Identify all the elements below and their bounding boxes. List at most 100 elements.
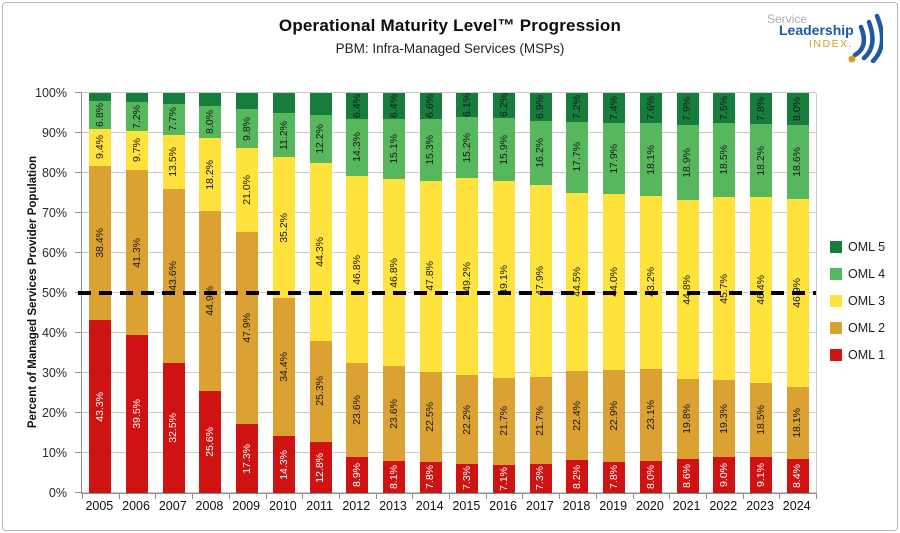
bar-slot-2023: 9.1% 18.5% 46.4% 18.2% 7.8%	[743, 93, 780, 493]
y-tick-10	[75, 452, 82, 453]
legend-item-oml5: OML 5	[830, 240, 885, 254]
segment-oml3-2018: 44.5%	[566, 192, 589, 371]
bar-2005: 43.3% 38.4% 9.4% 6.8%	[89, 93, 112, 493]
data-label: 7.3%	[461, 466, 474, 491]
segment-oml4-2009: 9.8%	[236, 109, 259, 149]
data-label: 18.1%	[791, 408, 804, 439]
x-tick-14	[595, 493, 597, 499]
x-tick-label-2017: 2017	[525, 499, 554, 513]
legend-item-oml4: OML 4	[830, 267, 885, 281]
page-title: Operational Maturity Level™ Progression	[278, 16, 622, 35]
segment-oml4-2010: 11.2%	[272, 112, 295, 158]
segment-oml1-2024: 8.4%	[786, 459, 809, 493]
data-label: 43.3%	[94, 391, 107, 422]
legend-label: OML 2	[848, 321, 886, 335]
legend-label: OML 3	[848, 294, 886, 308]
segment-oml5-2010	[272, 93, 295, 113]
segment-oml1-2023: 9.1%	[749, 456, 772, 493]
segment-oml5-2005	[89, 93, 112, 102]
legend: OML 5 OML 4 OML 3 OML 2 OML 1	[830, 240, 885, 375]
gridline-30	[82, 372, 816, 373]
data-label: 18.9%	[681, 147, 694, 178]
gridline-100	[82, 92, 816, 93]
segment-oml5-2016: 6.2%	[493, 93, 516, 118]
segment-oml4-2007: 7.7%	[162, 103, 185, 135]
chart-subtitle: PBM: Infra-Managed Services (MSPs)	[335, 41, 565, 56]
y-tick-label: 70%	[41, 206, 67, 220]
segment-oml4-2005: 6.8%	[89, 101, 112, 129]
data-label: 16.2%	[534, 138, 547, 168]
gridline-0	[82, 492, 816, 493]
x-tick-label-2011: 2011	[306, 499, 334, 513]
x-tick-2	[155, 493, 157, 499]
segment-oml5-2009	[236, 93, 259, 110]
bar-2015: 7.3% 22.2% 49.2% 15.2% 6.1%	[456, 93, 479, 493]
data-label: 7.7%	[167, 107, 180, 132]
bar-slot-2021: 8.6% 19.8% 44.8% 18.9% 7.9%	[669, 93, 706, 493]
segment-oml1-2009: 17.3%	[236, 423, 259, 493]
data-label: 14.3%	[350, 132, 363, 163]
bar-slot-2005: 43.3% 38.4% 9.4% 6.8%	[82, 93, 119, 493]
segment-oml4-2012: 14.3%	[346, 118, 369, 176]
y-tick-60	[75, 252, 82, 253]
data-label: 7.1%	[497, 466, 510, 491]
segment-oml1-2021: 8.6%	[676, 458, 699, 493]
bar-slot-2015: 7.3% 22.2% 49.2% 15.2% 6.1%	[449, 93, 486, 493]
data-label: 46.8%	[387, 257, 400, 288]
segment-oml2-2024: 18.1%	[786, 387, 809, 460]
segment-oml5-2017: 6.9%	[529, 93, 552, 121]
segment-oml3-2016: 49.1%	[493, 181, 516, 378]
data-label: 7.6%	[644, 96, 657, 121]
gridline-70	[82, 212, 816, 213]
logo-leadership-text: Leadership	[779, 22, 854, 38]
data-label: 8.0%	[644, 465, 657, 489]
legend-swatch-oml2	[830, 322, 842, 334]
bar-2012: 8.9% 23.6% 46.8% 14.3% 6.4%	[346, 93, 369, 493]
logo-swoosh-icon	[848, 13, 883, 63]
y-tick-label: 90%	[41, 126, 67, 140]
bar-slot-2022: 9.0% 19.3% 45.7% 18.5% 7.5%	[706, 93, 743, 493]
data-label: 44.3%	[314, 237, 327, 267]
data-label: 12.8%	[314, 452, 327, 483]
gridline-10	[82, 452, 816, 453]
segment-oml2-2018: 22.4%	[566, 370, 589, 461]
data-label: 34.4%	[277, 352, 290, 382]
data-label: 18.6%	[791, 147, 804, 178]
segment-oml1-2016: 7.1%	[493, 464, 516, 493]
data-label: 39.5%	[130, 399, 143, 429]
segment-oml4-2008: 8.0%	[199, 106, 222, 139]
segment-oml2-2022: 19.3%	[713, 379, 736, 457]
segment-oml5-2019: 7.4%	[603, 93, 626, 123]
bar-slot-2011: 12.8% 25.3% 44.3% 12.2%	[302, 93, 339, 493]
data-label: 13.5%	[167, 146, 180, 177]
y-tick-90	[75, 132, 82, 133]
bar-slot-2016: 7.1% 21.7% 49.1% 15.9% 6.2%	[486, 93, 523, 493]
data-label: 7.3%	[534, 466, 547, 491]
data-label: 43.6%	[167, 260, 180, 291]
segment-oml3-2010: 35.2%	[272, 157, 295, 299]
x-tick-label-2009: 2009	[232, 499, 261, 513]
segment-oml5-2011	[309, 93, 332, 115]
segment-oml2-2021: 19.8%	[676, 379, 699, 459]
data-label: 23.6%	[387, 398, 400, 429]
bar-2019: 7.8% 22.9% 44.0% 17.9% 7.4%	[603, 93, 626, 493]
segment-oml3-2007: 13.5%	[162, 134, 185, 189]
legend-label: OML 1	[848, 348, 886, 362]
data-label: 17.7%	[571, 142, 584, 173]
bar-2007: 32.5% 43.6% 13.5% 7.7%	[162, 93, 185, 493]
segment-oml2-2012: 23.6%	[346, 363, 369, 458]
x-tick-0	[82, 493, 83, 499]
bar-2018: 8.2% 22.4% 44.5% 17.7% 7.2%	[566, 93, 589, 493]
data-label: 21.0%	[240, 175, 253, 206]
x-tick-17	[705, 493, 707, 499]
x-tick-label-2015: 2015	[452, 499, 481, 513]
data-label: 46.4%	[754, 274, 767, 305]
segment-oml5-2018: 7.2%	[566, 93, 589, 122]
data-label: 7.4%	[607, 95, 620, 120]
data-label: 49.2%	[461, 261, 474, 292]
segment-oml4-2006: 7.2%	[126, 102, 149, 132]
data-label: 15.3%	[424, 135, 437, 165]
data-label: 12.2%	[314, 124, 327, 154]
legend-swatch-oml1	[830, 349, 842, 361]
segment-oml1-2022: 9.0%	[713, 457, 736, 493]
